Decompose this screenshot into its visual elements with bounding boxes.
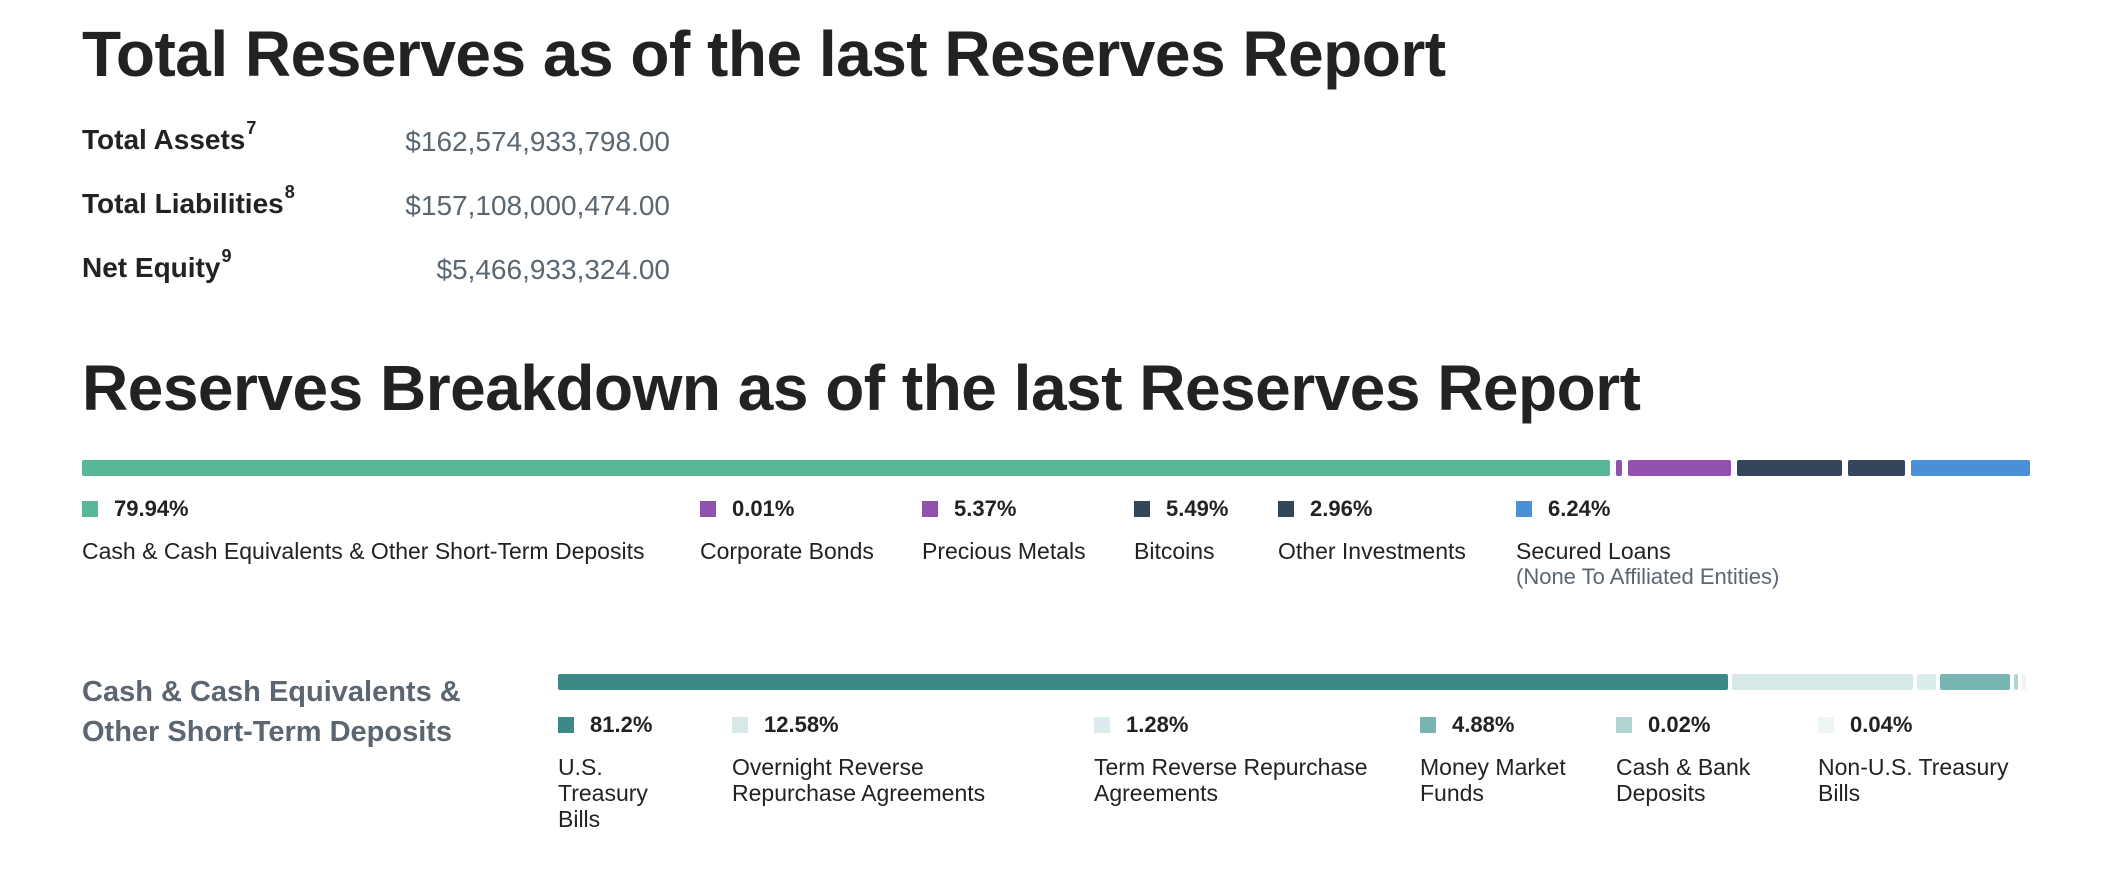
legend-percentage: 0.01%: [700, 496, 794, 522]
total-liabilities-label: Total Liabilities8: [82, 182, 295, 220]
bar-segment-non-u-s-treasury-bills[interactable]: [2022, 674, 2026, 690]
legend-percentage-value: 2.96%: [1310, 496, 1373, 521]
total-liabilities-value: $157,108,000,474.00: [405, 190, 670, 221]
legend-percentage: 0.02%: [1616, 712, 1710, 738]
legend-label: Precious Metals: [922, 538, 1086, 564]
footnote-8-link[interactable]: 8: [284, 182, 295, 202]
legend-label: Corporate Bonds: [700, 538, 874, 564]
legend-percentage-value: 79.94%: [114, 496, 189, 521]
legend-swatch: [922, 501, 938, 517]
cash-breakdown-bar: [558, 674, 2026, 690]
legend-percentage-value: 0.02%: [1648, 712, 1711, 737]
cash-breakdown-legend: 81.2% U.S. Treasury Bills 12.58% Overnight …: [558, 712, 2026, 842]
legend-percentage-value: 0.01%: [732, 496, 795, 521]
total-liabilities-row: Total Liabilities8 $157,108,000,474.00: [82, 182, 682, 224]
totals-title: Total Reserves as of the last Reserves R…: [82, 18, 1446, 90]
legend-percentage: 5.37%: [922, 496, 1016, 522]
legend-percentage-value: 0.04%: [1850, 712, 1913, 737]
legend-swatch: [1278, 501, 1294, 517]
bar-segment-bitcoins[interactable]: [1737, 460, 1843, 476]
legend-percentage-value: 4.88%: [1452, 712, 1515, 737]
total-assets-label: Total Assets7: [82, 118, 256, 156]
legend-swatch: [1616, 717, 1632, 733]
legend-percentage-value: 1.28%: [1126, 712, 1189, 737]
legend-percentage-value: 6.24%: [1548, 496, 1611, 521]
legend-percentage: 1.28%: [1094, 712, 1188, 738]
legend-percentage-value: 81.2%: [590, 712, 653, 737]
legend-swatch: [1516, 501, 1532, 517]
legend-percentage: 2.96%: [1278, 496, 1372, 522]
bar-segment-term-reverse-repurchase-agreements[interactable]: [1917, 674, 1936, 690]
total-assets-label-text: Total Assets: [82, 124, 246, 155]
legend-percentage: 81.2%: [558, 712, 652, 738]
legend-label: Bitcoins: [1134, 538, 1215, 564]
legend-label: Term Reverse Repurchase Agreements: [1094, 754, 1368, 806]
legend-swatch: [700, 501, 716, 517]
legend-percentage-value: 5.37%: [954, 496, 1017, 521]
legend-swatch: [558, 717, 574, 733]
bar-segment-other-investments[interactable]: [1848, 460, 1905, 476]
legend-percentage-value: 5.49%: [1166, 496, 1229, 521]
legend-percentage: 4.88%: [1420, 712, 1514, 738]
footnote-9-link[interactable]: 9: [221, 246, 232, 266]
bar-segment-secured-loans[interactable]: [1910, 460, 2030, 476]
legend-label: Cash & Bank Deposits: [1616, 754, 1751, 806]
legend-swatch: [732, 717, 748, 733]
total-liabilities-label-text: Total Liabilities: [82, 188, 284, 219]
legend-label: Overnight Reverse Repurchase Agreements: [732, 754, 986, 806]
bar-segment-money-market-funds[interactable]: [1939, 674, 2011, 690]
legend-swatch: [82, 501, 98, 517]
legend-swatch: [1818, 717, 1834, 733]
bar-segment-u-s-treasury-bills[interactable]: [558, 674, 1728, 690]
legend-percentage: 5.49%: [1134, 496, 1228, 522]
total-assets-value: $162,574,933,798.00: [405, 126, 670, 157]
legend-percentage-value: 12.58%: [764, 712, 839, 737]
bar-segment-cash-cash-equivalents-other-short-term-deposits[interactable]: [82, 460, 1611, 476]
cash-section-title: Cash & Cash Equivalents & Other Short-Te…: [82, 676, 461, 748]
legend-label: Cash & Cash Equivalents & Other Short-Te…: [82, 538, 645, 564]
total-assets-row: Total Assets7 $162,574,933,798.00: [82, 118, 682, 160]
legend-percentage: 79.94%: [82, 496, 189, 522]
reserves-breakdown-legend: 79.94% Cash & Cash Equivalents & Other Sh…: [82, 496, 2030, 596]
legend-percentage: 6.24%: [1516, 496, 1610, 522]
net-equity-row: Net Equity9 $5,466,933,324.00: [82, 246, 682, 288]
legend-percentage: 0.04%: [1818, 712, 1912, 738]
legend-label: U.S. Treasury Bills: [558, 754, 648, 832]
legend-swatch: [1094, 717, 1110, 733]
legend-label: Other Investments: [1278, 538, 1466, 564]
net-equity-value: $5,466,933,324.00: [436, 254, 670, 285]
legend-swatch: [1134, 501, 1150, 517]
legend-label: Money Market Funds: [1420, 754, 1566, 806]
net-equity-label: Net Equity9: [82, 246, 231, 284]
breakdown-title: Reserves Breakdown as of the last Reserv…: [82, 352, 1641, 424]
bar-segment-cash-bank-deposits[interactable]: [2014, 674, 2018, 690]
bar-segment-corporate-bonds[interactable]: [1616, 460, 1623, 476]
legend-percentage: 12.58%: [732, 712, 839, 738]
legend-label: Non-U.S. Treasury Bills: [1818, 754, 2009, 806]
legend-swatch: [1420, 717, 1436, 733]
legend-label: Secured Loans: [1516, 538, 1671, 564]
reserves-breakdown-bar: [82, 460, 2030, 476]
bar-segment-overnight-reverse-repurchase-agreements[interactable]: [1732, 674, 1914, 690]
legend-sublabel: (None To Affiliated Entities): [1516, 564, 1780, 589]
net-equity-label-text: Net Equity: [82, 252, 221, 283]
bar-segment-precious-metals[interactable]: [1628, 460, 1732, 476]
footnote-7-link[interactable]: 7: [246, 118, 257, 138]
